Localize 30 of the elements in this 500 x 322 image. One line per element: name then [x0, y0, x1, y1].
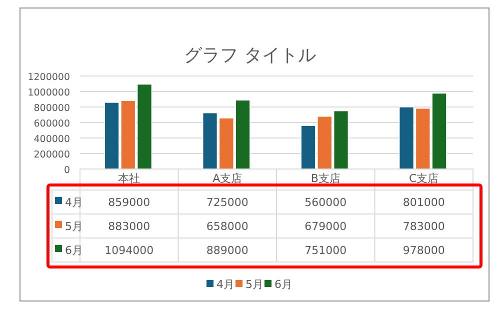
y-tick-label: 200000 [34, 150, 70, 160]
legend-item: 4月 [206, 278, 234, 291]
y-tick-label: 1200000 [28, 72, 70, 83]
data-label: 679000 [304, 220, 347, 233]
x-tick-label: A支店 [212, 172, 242, 185]
data-label: 783000 [402, 220, 445, 233]
data-label: 889000 [206, 244, 248, 257]
data-label: 560000 [304, 196, 347, 209]
y-tick-label: 600000 [34, 118, 70, 130]
chart-title: グラフ タイトル [184, 45, 316, 66]
data-label: 1094000 [104, 244, 154, 257]
legend-item: 6月 [264, 278, 292, 291]
y-tick-label: 0 [64, 165, 70, 176]
y-tick-label: 400000 [34, 134, 70, 145]
legend-label: 5月 [65, 220, 83, 233]
data-label: 978000 [402, 244, 445, 257]
data-label: 883000 [108, 220, 150, 233]
legend-label: 4月 [65, 196, 83, 209]
data-label: 751000 [304, 244, 347, 257]
data-label: 801000 [402, 196, 445, 209]
data-label: 658000 [206, 220, 248, 233]
data-label: 859000 [108, 196, 150, 209]
y-tick-label: 1000000 [28, 88, 70, 98]
x-tick-label: C支店 [409, 172, 439, 185]
legend-item: 5月 [236, 278, 264, 291]
x-tick-label: 本社 [118, 172, 140, 185]
data-label: 725000 [206, 196, 248, 209]
y-tick-label: 800000 [34, 103, 70, 114]
x-tick-label: B支店 [310, 172, 340, 185]
legend-label: 6月 [65, 244, 83, 257]
